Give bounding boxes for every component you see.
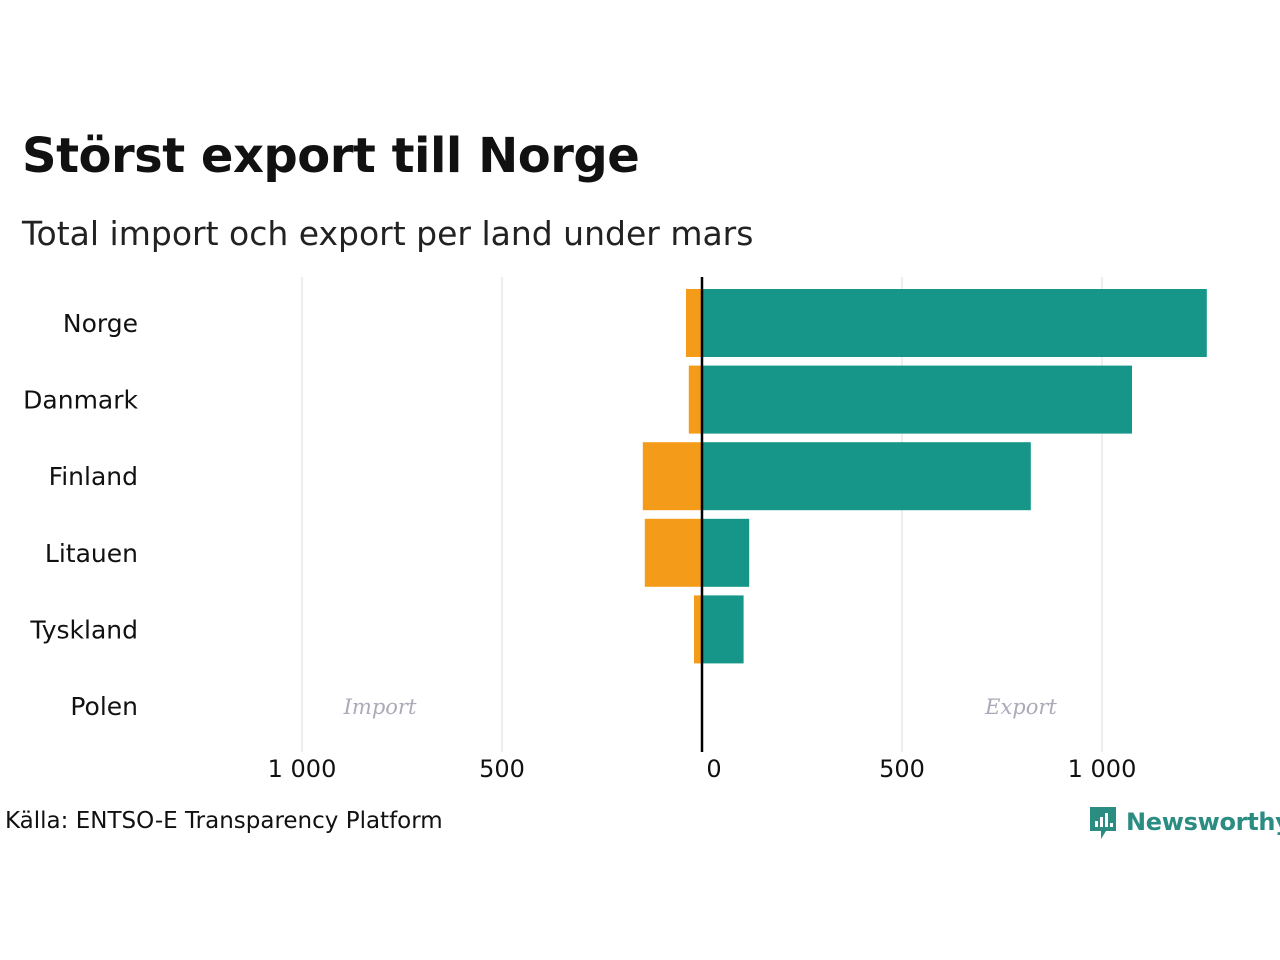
- export-bar-norge: [702, 289, 1207, 357]
- tick-label-2: 0: [706, 755, 721, 783]
- import-bar-danmark: [688, 365, 702, 434]
- chart-subtitle: Total import och export per land under m…: [22, 214, 754, 253]
- import-bar-norge: [686, 289, 702, 357]
- tick-label-4: 1 000: [1068, 755, 1137, 783]
- export-annotation: Export: [984, 695, 1057, 719]
- import-bar-litauen: [644, 518, 702, 587]
- brand-logo: Newsworthy: [1088, 802, 1280, 842]
- category-label-tyskland: Tyskland: [29, 615, 138, 644]
- newsworthy-logo-icon: [1090, 807, 1116, 839]
- export-bar-danmark: [702, 365, 1132, 434]
- tick-label-3: 500: [879, 755, 925, 783]
- chart-title: Störst export till Norge: [22, 128, 640, 184]
- tick-label-0: 1 000: [268, 755, 337, 783]
- import-annotation: Import: [343, 695, 417, 719]
- export-bar-litauen: [702, 518, 750, 587]
- category-label-polen: Polen: [70, 692, 138, 721]
- category-label-litauen: Litauen: [45, 539, 138, 568]
- tick-label-1: 500: [479, 755, 525, 783]
- import-bar-tyskland: [694, 595, 702, 664]
- category-label-norge: Norge: [63, 309, 138, 338]
- diverging-bar-chart: Import Export Norge Danmark Finland Litauen Ty…: [23, 277, 1207, 783]
- category-label-danmark: Danmark: [23, 386, 138, 415]
- brand-name: Newsworthy: [1126, 808, 1280, 836]
- import-bar-finland: [642, 442, 702, 511]
- category-label-finland: Finland: [49, 462, 138, 491]
- export-bar-tyskland: [702, 595, 744, 664]
- source-note: Källa: ENTSO-E Transparency Platform: [5, 808, 443, 834]
- export-bar-finland: [702, 442, 1031, 511]
